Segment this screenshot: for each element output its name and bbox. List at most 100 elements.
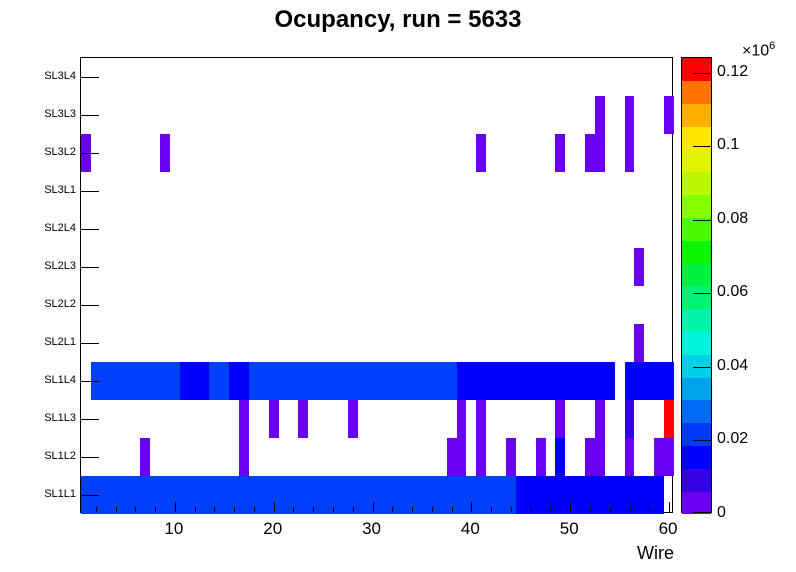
heatmap-cell <box>456 362 615 400</box>
color-scale-band <box>682 286 711 310</box>
heatmap-cell <box>179 362 210 400</box>
x-axis-minor-tick <box>333 507 335 512</box>
x-axis-tick-label: 60 <box>658 519 678 538</box>
heatmap-cell <box>81 476 516 514</box>
heatmap-cell <box>594 400 605 438</box>
x-axis-minor-tick <box>313 507 315 512</box>
y-axis-tick <box>81 115 99 116</box>
x-axis-minor-tick <box>451 507 453 512</box>
heatmap-cell <box>505 438 516 476</box>
x-axis-minor-tick <box>589 507 591 512</box>
heatmap-cell <box>347 400 358 438</box>
color-scale-tick <box>693 512 711 513</box>
color-scale-tick <box>693 440 711 442</box>
x-axis-major-tick <box>273 502 275 512</box>
y-axis-tick-label: SL3L1 <box>44 184 76 196</box>
heatmap-cell <box>239 438 249 476</box>
color-scale-band <box>682 58 711 82</box>
z-scale-prefix: ×10 <box>742 42 770 60</box>
x-axis-tick-label: 10 <box>164 519 184 538</box>
heatmap-cell <box>229 362 250 400</box>
y-axis-tick-label: SL1L4 <box>44 374 76 386</box>
color-scale-band <box>682 240 711 264</box>
heatmap-cell <box>585 134 605 172</box>
x-axis-tick-label: 30 <box>362 519 381 538</box>
color-scale-tick-label: 0.02 <box>717 430 749 448</box>
color-scale-tick-label: 0.08 <box>717 209 749 227</box>
x-axis-minor-tick <box>431 507 433 512</box>
x-axis-minor-tick <box>155 507 157 512</box>
x-axis-minor-tick <box>649 507 651 512</box>
color-scale-band <box>682 354 711 378</box>
heatmap-cell <box>476 134 487 172</box>
color-scale-band <box>682 80 711 105</box>
y-axis-tick <box>81 267 99 268</box>
y-axis-tick <box>81 343 99 344</box>
y-axis-tick-label: SL3L2 <box>44 146 76 158</box>
x-axis-minor-tick <box>550 507 552 512</box>
x-axis-major-tick <box>471 502 473 512</box>
color-scale-tick <box>693 146 711 148</box>
color-scale-tick <box>693 219 711 221</box>
heatmap-cell <box>476 400 487 438</box>
y-axis-tick <box>81 191 99 192</box>
x-axis-title: Wire <box>637 543 674 563</box>
heatmap-cell <box>456 400 467 438</box>
color-scale-tick-label: 0.06 <box>717 283 749 301</box>
heatmap-cell <box>249 362 457 400</box>
heatmap-cell <box>555 438 566 476</box>
color-scale-band <box>682 308 711 333</box>
color-scale-band <box>682 149 711 173</box>
y-axis-tick <box>81 457 99 458</box>
color-scale-tick-label: 0 <box>717 504 726 521</box>
x-axis-minor-tick <box>392 507 394 512</box>
y-axis-tick <box>81 495 99 496</box>
heatmap-cell <box>268 400 279 438</box>
x-axis-minor-tick <box>510 507 512 512</box>
heatmap-cell <box>555 400 566 438</box>
z-scale-exponent-label: ×106 <box>742 38 775 59</box>
x-axis-minor-tick <box>629 507 631 512</box>
y-axis-tick-label: SL3L3 <box>44 108 76 120</box>
color-scale-band <box>682 172 711 196</box>
color-scale-band <box>682 263 711 287</box>
color-scale-tick <box>693 366 711 368</box>
color-scale-tick-label: 0.12 <box>717 62 749 80</box>
heatmap-cell <box>624 400 635 438</box>
y-axis-tick-label: SL1L1 <box>44 488 76 500</box>
color-scale-bar <box>681 57 712 515</box>
heatmap-cell <box>209 362 230 400</box>
x-axis-minor-tick <box>115 507 117 512</box>
color-scale-band <box>682 194 711 219</box>
color-scale-band <box>682 491 711 515</box>
color-scale-band <box>682 331 711 355</box>
heatmap-cell <box>160 134 170 172</box>
color-scale-tick-label: 0.04 <box>717 356 749 374</box>
heatmap-cell <box>555 134 566 172</box>
heatmap-cell <box>624 96 635 134</box>
x-axis-minor-tick <box>412 507 414 512</box>
heatmap-cell <box>624 438 635 476</box>
x-axis-major-tick <box>372 502 374 512</box>
x-axis-minor-tick <box>609 507 611 512</box>
y-axis-tick-label: SL3L4 <box>44 70 76 82</box>
heatmap-cell <box>90 362 180 400</box>
heatmap-cell <box>664 400 674 438</box>
y-axis-tick-label: SL1L3 <box>44 412 76 424</box>
x-axis-minor-tick <box>95 507 97 512</box>
x-axis-minor-tick <box>491 507 493 512</box>
x-axis-minor-tick <box>352 507 354 512</box>
heatmap-cell <box>594 96 605 134</box>
heatmap-cell <box>446 438 467 476</box>
y-axis-tick <box>81 77 99 78</box>
x-axis-major-tick <box>174 502 176 512</box>
x-axis-tick-label: 20 <box>263 519 283 538</box>
heatmap-cell <box>239 400 249 438</box>
heatmap-cell <box>298 400 309 438</box>
color-scale-band <box>682 468 711 492</box>
x-axis-major-tick <box>669 502 671 512</box>
heatmap-cell <box>624 134 635 172</box>
color-scale-tick <box>693 72 711 74</box>
color-scale-band <box>682 126 711 150</box>
color-scale-band <box>682 445 711 469</box>
